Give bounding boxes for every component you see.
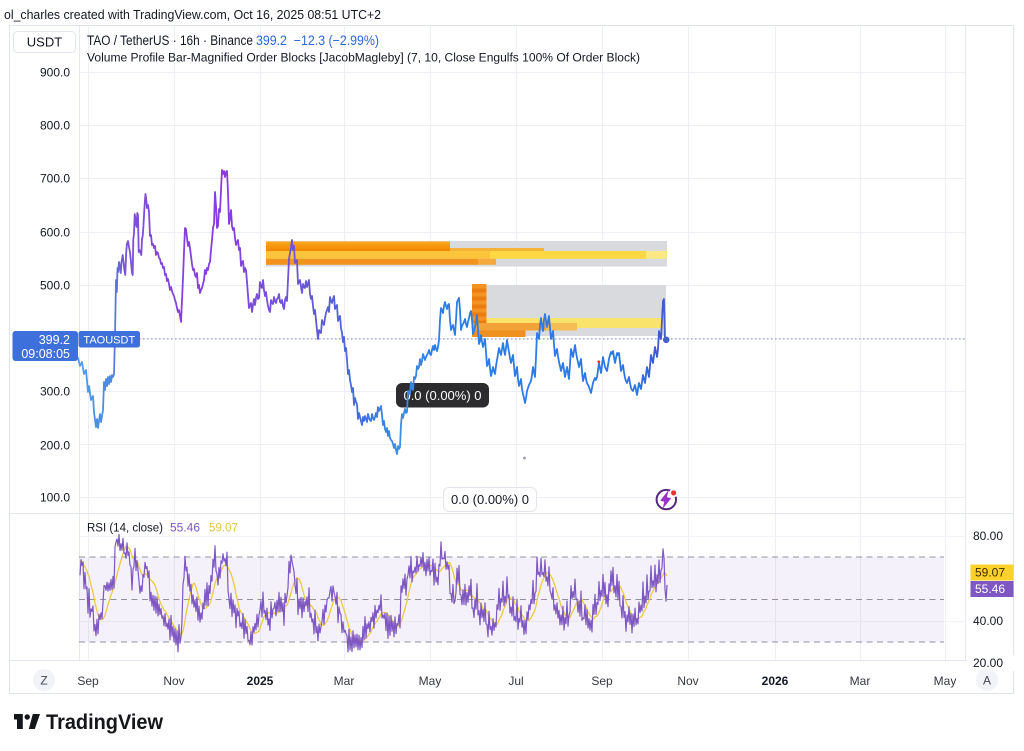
svg-text:399.2 −12.3 (−2.99%): 399.2 −12.3 (−2.99%) [256,33,379,48]
svg-text:TAOUSDT: TAOUSDT [83,334,135,346]
svg-text:Sep: Sep [77,674,99,688]
svg-text:Mar: Mar [850,674,871,688]
svg-text:900.0: 900.0 [40,66,70,80]
svg-text:0.0 (0.00%) 0: 0.0 (0.00%) 0 [403,388,481,403]
svg-text:80.00: 80.00 [973,529,1003,543]
svg-text:55.46: 55.46 [170,521,200,535]
svg-text:TAO / TetherUS · 16h · Binance: TAO / TetherUS · 16h · Binance [87,33,253,48]
svg-text:2026: 2026 [762,674,789,688]
svg-text:0.0 (0.00%) 0: 0.0 (0.00%) 0 [451,492,529,507]
svg-text:300.0: 300.0 [40,385,70,399]
svg-text:20.00: 20.00 [973,656,1003,670]
svg-text:Nov: Nov [677,674,698,688]
svg-text:A: A [983,674,991,688]
svg-text:59.07: 59.07 [975,566,1005,580]
svg-text:Nov: Nov [163,674,184,688]
svg-text:Z: Z [40,674,47,688]
svg-text:TradingView: TradingView [46,710,163,734]
svg-text:500.0: 500.0 [40,279,70,293]
svg-text:Mar: Mar [334,674,355,688]
svg-text:200.0: 200.0 [40,439,70,453]
svg-text:09:08:05: 09:08:05 [21,347,70,361]
svg-text:RSI (14, close): RSI (14, close) [87,521,163,535]
svg-text:399.2: 399.2 [39,333,70,347]
svg-text:Sep: Sep [591,674,613,688]
svg-text:ol_charles created with Tradin: ol_charles created with TradingView.com,… [4,7,381,22]
svg-text:May: May [419,674,442,688]
svg-text:May: May [934,674,957,688]
svg-text:59.07: 59.07 [209,521,238,535]
svg-text:100.0: 100.0 [40,491,70,505]
svg-text:2025: 2025 [247,674,274,688]
svg-text:55.46: 55.46 [975,582,1005,596]
svg-text:600.0: 600.0 [40,226,70,240]
svg-text:800.0: 800.0 [40,119,70,133]
svg-text:Jul: Jul [508,674,523,688]
svg-text:700.0: 700.0 [40,172,70,186]
svg-text:Volume Profile Bar-Magnified O: Volume Profile Bar-Magnified Order Block… [87,51,640,65]
svg-text:40.00: 40.00 [973,614,1003,628]
svg-text:USDT: USDT [27,35,62,50]
